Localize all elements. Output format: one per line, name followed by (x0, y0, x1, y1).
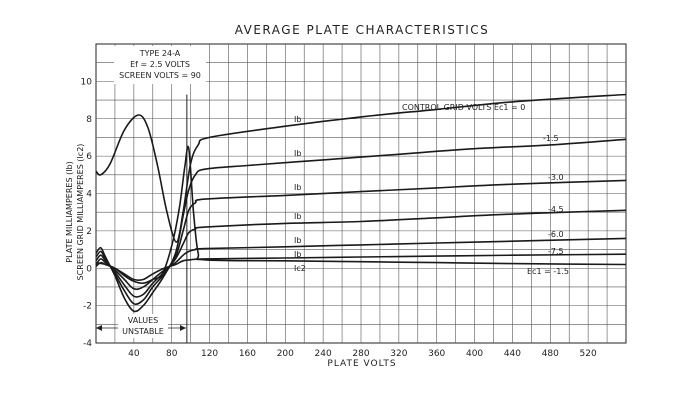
x-tick-label: 440 (504, 349, 521, 359)
unstable-region-note: VALUES UNSTABLE (96, 314, 186, 338)
label-ib-6: Ib (294, 250, 301, 259)
series-line (95, 209, 627, 298)
unstable-note-background (118, 314, 168, 338)
x-tick-label: 120 (201, 349, 218, 359)
label-ib-2: Ib (294, 149, 301, 158)
label-ib-5: Ib (294, 236, 301, 245)
x-axis-label: PLATE VOLTS (327, 359, 396, 369)
label-ec1-minus3-0: -3.0 (548, 173, 564, 182)
info-filament-volts: Ef = 2.5 VOLTS (130, 60, 190, 69)
y-tick-label: 2 (86, 227, 92, 237)
info-type: TYPE 24-A (139, 49, 181, 58)
unstable-note-line1: VALUES (128, 316, 158, 325)
y-tick-label: 4 (86, 190, 92, 200)
x-tick-label: 480 (542, 349, 559, 359)
x-tick-label: 160 (239, 349, 256, 359)
x-tick-label: 360 (428, 349, 445, 359)
y-tick-label: 8 (86, 115, 92, 125)
x-tick-label: 40 (128, 349, 140, 359)
y-tick-label: -4 (83, 339, 92, 349)
label-ec1-minus4-5: -4.5 (548, 205, 564, 214)
label-ec1-minus7-5: -7.5 (548, 247, 564, 256)
unstable-arrow-head-right (180, 325, 186, 331)
info-box-background (114, 46, 206, 84)
series-line (95, 237, 627, 291)
label-ib-1: Ib (294, 115, 301, 124)
y-axis-label-2: SCREEN GRID MILLIAMPERES (Ic2) (76, 144, 85, 281)
label-ec1-minus6-0: -6.0 (548, 230, 564, 239)
y-tick-label: 6 (86, 152, 92, 162)
tick-labels: 40 80 120 160 200 240 280 320 360 400 440 480 520-4-… (81, 77, 597, 359)
label-ec1-minus1-5: -1.5 (543, 134, 559, 143)
unstable-arrow-head-left (96, 325, 102, 331)
label-ic2: Ic2 (294, 264, 306, 273)
label-ec1-bottom: Ec1 = -1.5 (527, 267, 569, 276)
x-tick-label: 320 (390, 349, 407, 359)
series-line (95, 145, 627, 285)
y-tick-label: 0 (86, 264, 92, 274)
x-tick-label: 280 (352, 349, 369, 359)
x-tick-label: 240 (315, 349, 332, 359)
label-ib-4: Ib (294, 212, 301, 221)
unstable-note-line2: UNSTABLE (122, 327, 164, 336)
curve-annotations: CONTROL GRID VOLTS Ec1 = 0 -1.5 -3.0 -4.… (294, 103, 569, 276)
x-tick-label: 80 (166, 349, 178, 359)
info-box: TYPE 24-A Ef = 2.5 VOLTS SCREEN VOLTS = … (114, 46, 206, 84)
y-tick-label: -2 (83, 302, 92, 312)
series-line (95, 138, 627, 313)
x-tick-label: 200 (277, 349, 294, 359)
grid (95, 43, 627, 344)
curves (95, 93, 627, 313)
label-ib-3: Ib (294, 183, 301, 192)
y-tick-label: 10 (81, 77, 93, 87)
chart-title: AVERAGE PLATE CHARACTERISTICS (235, 23, 490, 37)
label-ec1-zero: CONTROL GRID VOLTS Ec1 = 0 (402, 103, 525, 112)
series-line (95, 179, 627, 306)
x-tick-label: 520 (580, 349, 597, 359)
x-tick-label: 400 (466, 349, 483, 359)
info-screen-volts: SCREEN VOLTS = 90 (119, 71, 201, 80)
y-axis-label: PLATE MILLIAMPERES (Ib) (65, 161, 74, 263)
